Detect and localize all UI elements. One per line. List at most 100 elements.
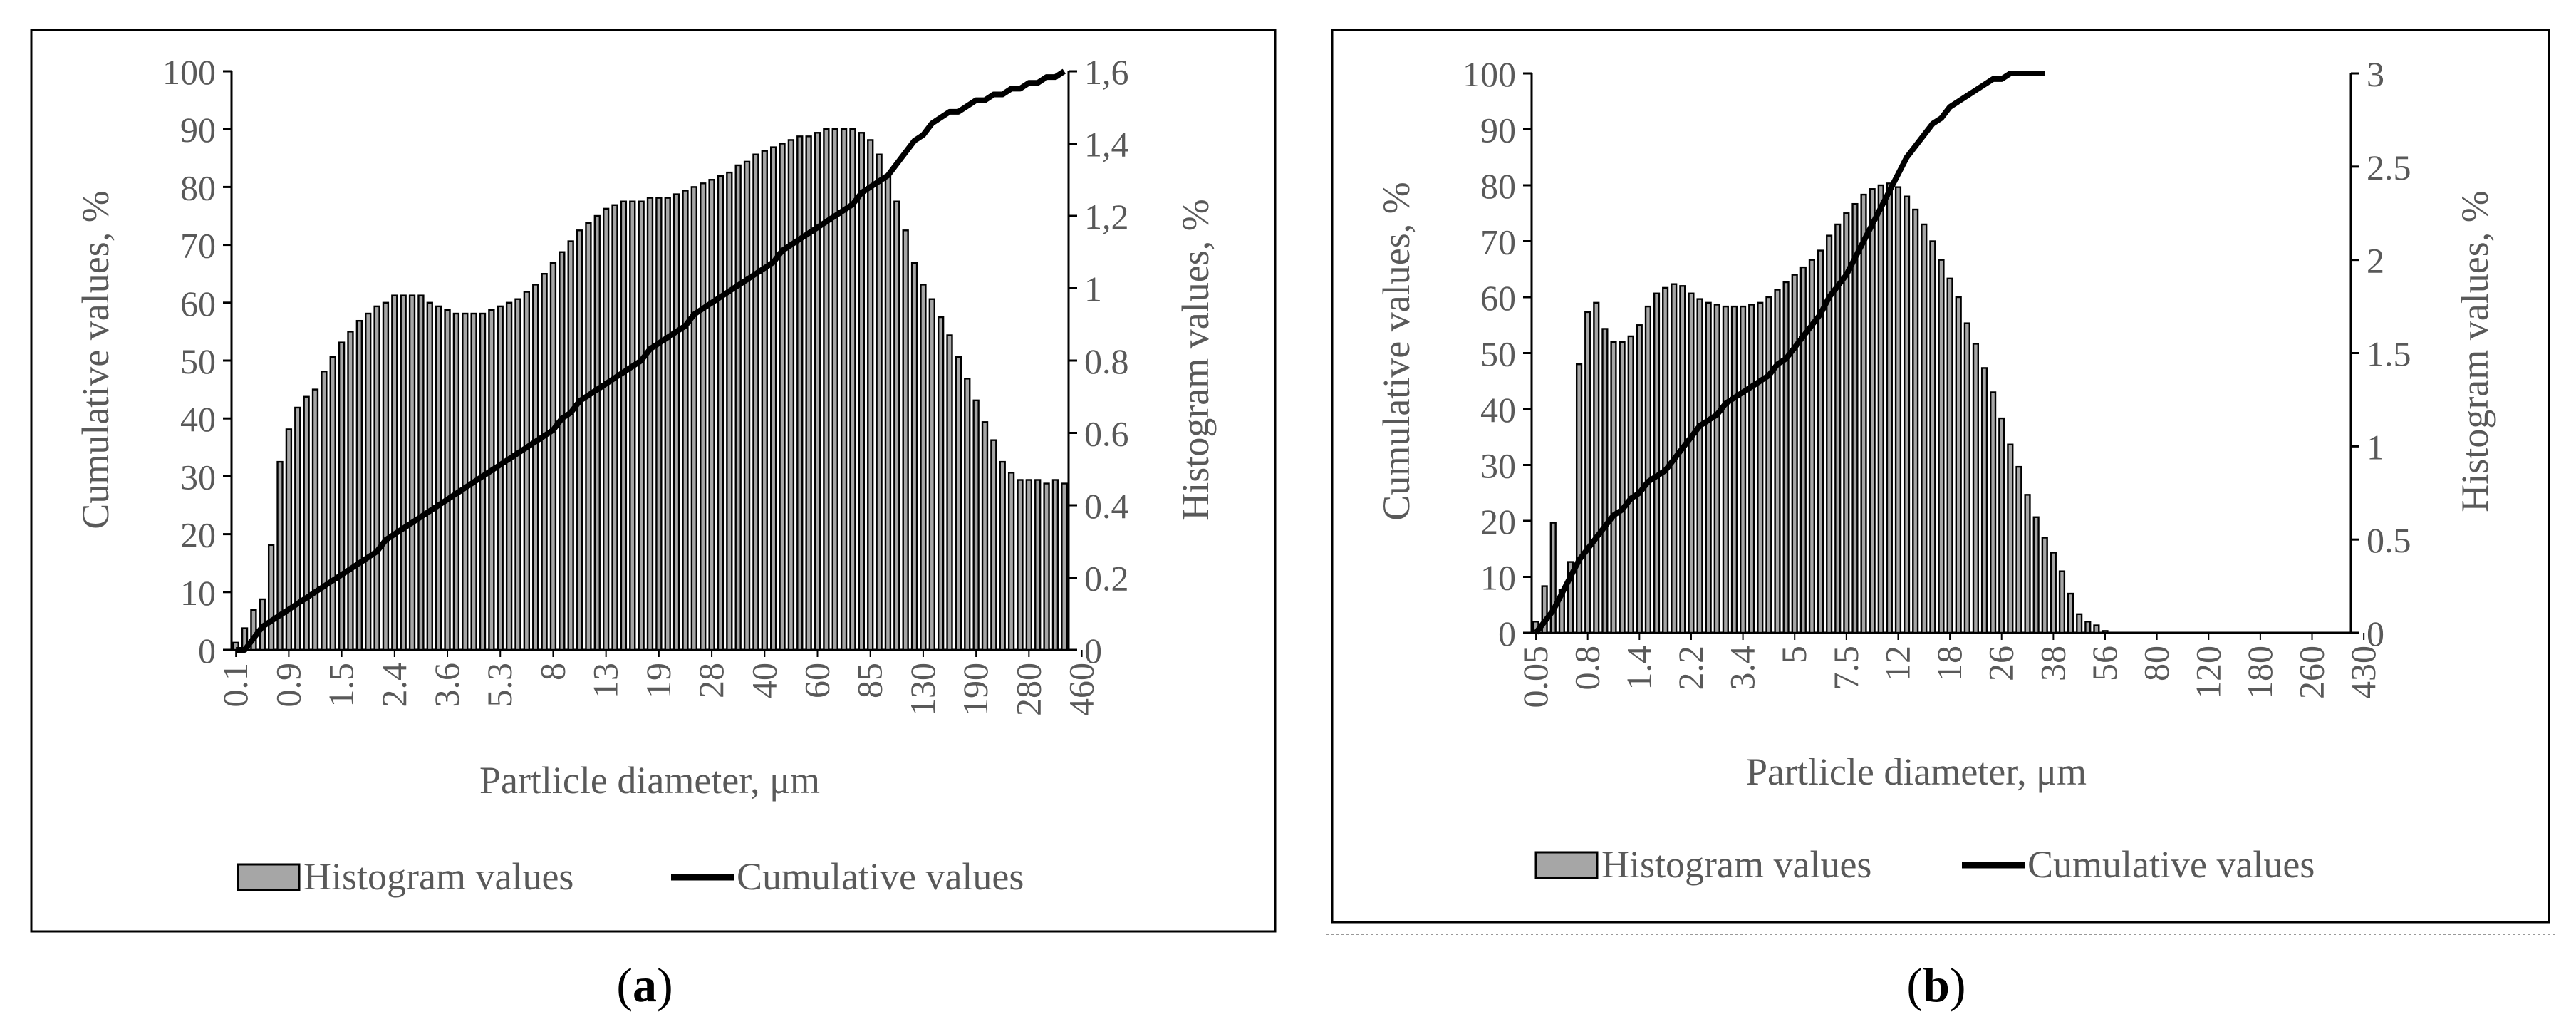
- x-tick-label: 56: [2084, 646, 2124, 681]
- histogram-bar: [1903, 195, 1911, 634]
- histogram-bar: [417, 294, 425, 651]
- histogram-bar: [638, 200, 645, 651]
- histogram-bar: [867, 139, 874, 651]
- histogram-bar: [1705, 301, 1712, 634]
- histogram-bar: [311, 388, 319, 651]
- panel-a-tick-labels: 0 10 20 30 40 50 60 70 80 90 100 0 0.2 0.4 0.6 0.8 1 1,2 1…: [162, 52, 1129, 716]
- histogram-bar: [1843, 212, 1850, 634]
- x-tick-label: 60: [797, 663, 837, 698]
- histogram-bar: [1541, 585, 1548, 634]
- histogram-bar: [734, 164, 742, 651]
- x-tick-label: 260: [2292, 646, 2332, 699]
- left-tick-label: 30: [1480, 446, 1516, 486]
- right-tick-label: 0.8: [1084, 341, 1129, 381]
- histogram-bar: [1980, 367, 1988, 634]
- histogram-bar: [629, 200, 636, 651]
- histogram-bar: [2050, 552, 2057, 634]
- x-tick-label: 190: [955, 663, 995, 716]
- histogram-bar: [250, 609, 257, 651]
- histogram-bar: [276, 460, 284, 651]
- histogram-bar: [479, 312, 487, 651]
- left-tick-label: 40: [180, 399, 216, 439]
- x-tick-label: 13: [586, 663, 625, 698]
- histogram-bar: [752, 153, 759, 651]
- histogram-bar: [1627, 335, 1634, 634]
- x-tick-label: 120: [2188, 646, 2228, 699]
- x-tick-label: 3.6: [427, 663, 467, 708]
- histogram-bar: [884, 175, 892, 651]
- histogram-bar: [1963, 322, 1970, 634]
- left-tick-label: 10: [180, 573, 216, 613]
- histogram-bar: [1998, 417, 2005, 634]
- right-tick-label: 0.6: [1084, 414, 1129, 454]
- histogram-bar: [1817, 249, 1824, 634]
- histogram-bar: [541, 273, 548, 651]
- cumulative-line: [236, 68, 1066, 653]
- histogram-bar: [1653, 292, 1661, 634]
- left-tick-label: 0: [1498, 614, 1516, 653]
- histogram-bar: [488, 309, 495, 651]
- x-tick-label: 26: [1981, 646, 2021, 681]
- x-tick-label: 5: [1774, 646, 1814, 663]
- histogram-bar: [1567, 561, 1574, 634]
- histogram-bar: [1679, 285, 1686, 634]
- histogram-bar: [620, 200, 628, 651]
- left-tick-label: 20: [180, 515, 216, 555]
- histogram-bar: [955, 356, 962, 651]
- histogram-bar: [1034, 479, 1042, 651]
- left-tick-label: 10: [1480, 558, 1516, 598]
- histogram-bar: [1688, 292, 1695, 634]
- histogram-bar: [664, 197, 671, 651]
- histogram-bar: [611, 204, 618, 651]
- histogram-bar: [2058, 570, 2066, 634]
- histogram-bar: [708, 179, 715, 651]
- histogram-bar: [2032, 516, 2040, 634]
- x-tick-label: 28: [691, 663, 731, 698]
- histogram-bar: [1662, 286, 1669, 634]
- x-tick-label: 180: [2240, 646, 2280, 699]
- histogram-bar: [823, 128, 830, 651]
- left-tick-label: 40: [1480, 390, 1516, 430]
- histogram-bar: [1972, 343, 1980, 634]
- histogram-bar: [1748, 304, 1755, 634]
- left-tick-label: 90: [180, 110, 216, 150]
- histogram-bar: [646, 197, 654, 651]
- histogram-bar: [2067, 592, 2074, 634]
- histogram-bar: [1730, 305, 1738, 634]
- right-tick-label: 2: [2367, 241, 2384, 281]
- histogram-bar: [285, 428, 293, 651]
- x-tick-label: 430: [2343, 646, 2383, 699]
- panel-a-cumulative-line: [236, 68, 1066, 653]
- histogram-bar: [981, 421, 989, 651]
- cumulative-line: [1533, 71, 2045, 635]
- panel-a-xlabel: Partlicle diameter, μm: [479, 759, 820, 802]
- x-tick-label: 1.4: [1619, 646, 1658, 691]
- histogram-bar: [1007, 472, 1015, 651]
- histogram-bar: [593, 214, 601, 651]
- x-tick-label: 2.4: [374, 663, 414, 708]
- histogram-bar: [1799, 266, 1807, 634]
- histogram-bar: [1025, 479, 1033, 651]
- histogram-bar: [408, 294, 416, 651]
- legend-histogram-swatch: [237, 863, 301, 891]
- histogram-bar: [928, 298, 935, 651]
- left-tick-label: 80: [1480, 166, 1516, 206]
- histogram-bar: [1912, 208, 1919, 634]
- histogram-bar: [523, 291, 531, 651]
- histogram-bar: [303, 395, 310, 651]
- histogram-bar: [1894, 186, 1902, 634]
- histogram-bar: [840, 128, 848, 651]
- histogram-bar: [1644, 305, 1652, 634]
- x-tick-label: 0.05: [1515, 646, 1555, 708]
- histogram-bar: [426, 301, 433, 651]
- left-tick-label: 60: [180, 284, 216, 324]
- panel-b-ylabel-left: Cumulative values, %: [1375, 182, 1418, 520]
- histogram-bar: [585, 222, 592, 651]
- left-tick-label: 30: [180, 457, 216, 497]
- histogram-bar: [1610, 341, 1617, 634]
- histogram-bar: [2007, 443, 2014, 634]
- histogram-bar: [1757, 301, 1764, 634]
- histogram-bar: [849, 128, 856, 651]
- histogram-bar: [1722, 305, 1729, 634]
